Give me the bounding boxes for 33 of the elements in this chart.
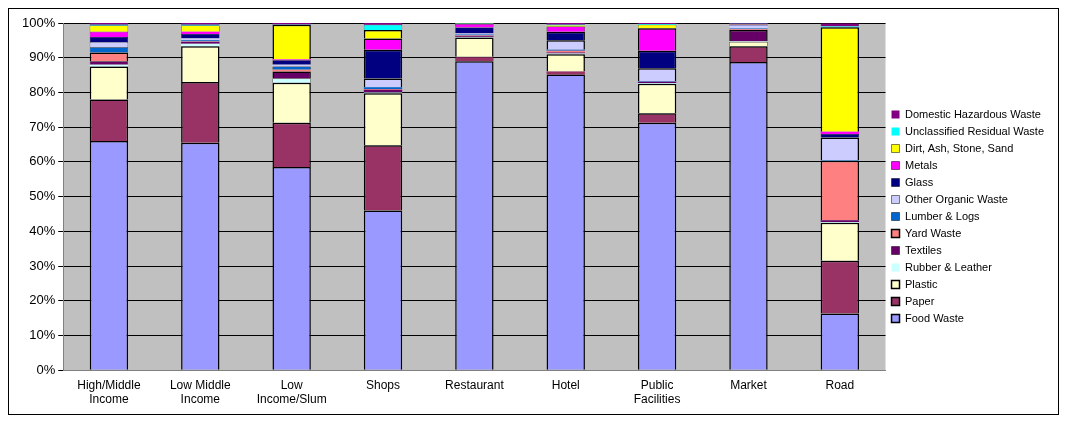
y-tick-label: 70%	[29, 118, 56, 134]
x-tick-label: Road	[825, 377, 855, 392]
legend-label: Plastic	[905, 277, 938, 290]
y-tick-label: 50%	[29, 188, 56, 204]
legend-label: Yard Waste	[905, 226, 962, 239]
x-tick-label: Restaurant	[445, 377, 505, 392]
x-tick-label: Low Income/Slum	[256, 377, 327, 407]
legend-label: Lumber & Logs	[905, 209, 981, 222]
y-tick-label: 60%	[29, 153, 56, 169]
legend-label: Unclassified Residual Waste	[905, 124, 1044, 137]
y-tick-label: 100%	[22, 14, 56, 30]
y-tick-label: 0%	[36, 361, 56, 377]
x-tick-label: Shops	[366, 377, 401, 392]
legend-label: Glass	[905, 175, 934, 188]
y-tick-label: 40%	[29, 222, 56, 238]
y-tick-label: 30%	[29, 257, 56, 273]
legend-label: Textiles	[905, 243, 943, 256]
legend-label: Rubber & Leather	[905, 260, 993, 273]
y-tick-label: 10%	[29, 327, 56, 343]
legend-label: Paper	[905, 294, 935, 307]
x-tick-label: Market	[730, 377, 768, 392]
y-tick-label: 90%	[29, 49, 56, 65]
legend-label: Other Organic Waste	[905, 192, 1008, 205]
x-tick-label: High/Middle Income	[77, 377, 141, 407]
y-tick-label: 20%	[29, 292, 56, 308]
legend-label: Food Waste	[905, 311, 964, 324]
y-tick-label: 80%	[29, 84, 56, 100]
x-tick-label: Public Facilities	[633, 377, 681, 407]
legend-label: Domestic Hazardous Waste	[905, 107, 1041, 120]
x-tick-label: Low Middle Income	[169, 377, 231, 407]
x-tick-label: Hotel	[551, 377, 580, 392]
legend-label: Metals	[905, 158, 938, 171]
legend-label: Dirt, Ash, Stone, Sand	[905, 141, 1014, 154]
